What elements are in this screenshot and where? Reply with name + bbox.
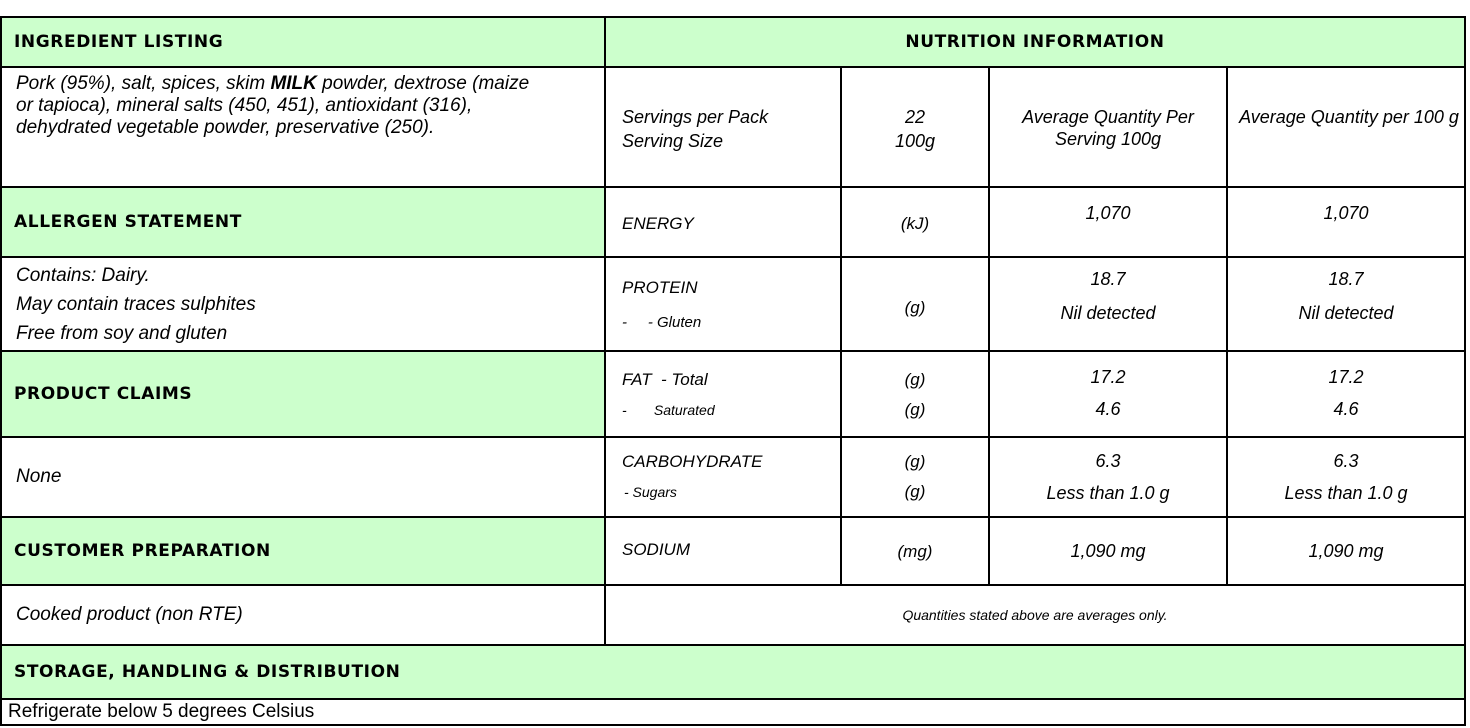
carbohydrate-label: CARBOHYDRATE xyxy=(622,452,763,471)
allergen-statement-title: ALLERGEN STATEMENT xyxy=(14,212,242,232)
protein-unit: (g) xyxy=(904,298,926,317)
carbohydrate-per-serving: 6.3 xyxy=(1095,451,1121,471)
fat-saturated-per-100g: 4.6 xyxy=(1333,399,1359,419)
storage-handling-header: STORAGE, HANDLING & DISTRIBUTION xyxy=(0,644,1466,700)
fat-saturated-unit: (g) xyxy=(904,400,926,419)
serving-size-value: 100g xyxy=(894,131,936,151)
carbohydrate-per-100g: 6.3 xyxy=(1333,451,1359,471)
fat-total-per-serving: 17.2 xyxy=(1090,367,1126,387)
storage-handling-value: Refrigerate below 5 degrees Celsius xyxy=(8,701,315,722)
nutrition-col-per-serving-header: Average Quantity Per Serving 100g xyxy=(988,66,1228,188)
sodium-name-cell: SODIUM xyxy=(604,516,842,586)
energy-unit-cell: (kJ) xyxy=(840,186,990,258)
sodium-per-serving-cell: 1,090 mg xyxy=(988,516,1228,586)
ingredient-listing-text: Pork (95%), salt, spices, skim MILK powd… xyxy=(0,66,606,188)
servings-per-pack-value: 22 xyxy=(904,107,926,127)
nutrition-col-per-100g-header: Average Quantity per 100 g xyxy=(1226,66,1466,188)
protein-per-100g-cell: 18.7 Nil detected xyxy=(1226,256,1466,352)
energy-per-serving: 1,070 xyxy=(1085,203,1131,223)
energy-per-100g-cell: 1,070 xyxy=(1226,186,1466,258)
sugars-label: - Sugars xyxy=(624,484,677,500)
sodium-unit-cell: (mg) xyxy=(840,516,990,586)
fat-unit-cell: (g) (g) xyxy=(840,350,990,438)
fat-per-100g-cell: 17.2 4.6 xyxy=(1226,350,1466,438)
ingredients-text-after: powder, dextrose (maize or tapioca), min… xyxy=(16,73,530,138)
energy-name-cell: ENERGY xyxy=(604,186,842,258)
fat-name-cell: FAT - Total - Saturated xyxy=(604,350,842,438)
carbohydrate-name-cell: CARBOHYDRATE - Sugars xyxy=(604,436,842,518)
allergen-line-contains: Contains: Dairy. xyxy=(16,265,150,286)
allergen-line-may-contain: May contain traces sulphites xyxy=(16,294,256,315)
protein-per-serving: 18.7 xyxy=(1090,269,1126,289)
protein-per-serving-cell: 18.7 Nil detected xyxy=(988,256,1228,352)
protein-name-cell: PROTEIN - - Gluten xyxy=(604,256,842,352)
sodium-per-serving: 1,090 mg xyxy=(1070,541,1146,561)
fat-total-label: FAT - Total xyxy=(622,370,708,389)
nutrition-information-title: NUTRITION INFORMATION xyxy=(905,32,1165,52)
energy-per-serving-cell: 1,070 xyxy=(988,186,1228,258)
nutrition-information-header: NUTRITION INFORMATION xyxy=(604,16,1466,68)
fat-saturated-label: - Saturated xyxy=(622,402,715,418)
col-per-serving-label: Average Quantity Per Serving 100g xyxy=(1022,107,1194,149)
nutrition-servings-value-cell: 22 100g xyxy=(840,66,990,188)
sodium-unit: (mg) xyxy=(897,542,933,561)
gluten-per-serving: Nil detected xyxy=(1060,303,1156,323)
protein-label: PROTEIN xyxy=(622,278,698,297)
ingredients-text-before: Pork (95%), salt, spices, skim xyxy=(16,73,271,94)
nutrition-footnote-cell: Quantities stated above are averages onl… xyxy=(604,584,1466,646)
allergen-line-free-from: Free from soy and gluten xyxy=(16,323,228,344)
storage-handling-title: STORAGE, HANDLING & DISTRIBUTION xyxy=(14,662,401,682)
customer-preparation-text: Cooked product (non RTE) xyxy=(0,584,606,646)
carbohydrate-per-serving-cell: 6.3 Less than 1.0 g xyxy=(988,436,1228,518)
product-claims-header: PRODUCT CLAIMS xyxy=(0,350,606,438)
sugars-per-serving: Less than 1.0 g xyxy=(1046,483,1170,503)
protein-per-100g: 18.7 xyxy=(1328,269,1364,289)
energy-label: ENERGY xyxy=(622,214,694,233)
energy-per-100g: 1,070 xyxy=(1323,203,1369,223)
carbohydrate-per-100g-cell: 6.3 Less than 1.0 g xyxy=(1226,436,1466,518)
product-claims-text: None xyxy=(0,436,606,518)
carbohydrate-unit-cell: (g) (g) xyxy=(840,436,990,518)
allergen-statement-text: Contains: Dairy. May contain traces sulp… xyxy=(0,256,606,352)
serving-size-label: Serving Size xyxy=(622,131,724,151)
fat-total-per-100g: 17.2 xyxy=(1328,367,1364,387)
customer-preparation-title: CUSTOMER PREPARATION xyxy=(14,541,271,561)
customer-preparation-value: Cooked product (non RTE) xyxy=(16,604,243,625)
gluten-label: - - Gluten xyxy=(622,314,702,331)
servings-per-pack-label: Servings per Pack xyxy=(622,107,769,127)
sodium-per-100g: 1,090 mg xyxy=(1308,541,1384,561)
ingredient-listing-title: INGREDIENT LISTING xyxy=(14,32,224,52)
sodium-label: SODIUM xyxy=(622,540,690,559)
col-per-100g-label: Average Quantity per 100 g xyxy=(1239,107,1459,127)
sugars-unit: (g) xyxy=(904,482,926,501)
fat-saturated-per-serving: 4.6 xyxy=(1095,399,1121,419)
energy-unit: (kJ) xyxy=(900,214,930,233)
sodium-per-100g-cell: 1,090 mg xyxy=(1226,516,1466,586)
sugars-per-100g: Less than 1.0 g xyxy=(1284,483,1408,503)
protein-unit-cell: (g) xyxy=(840,256,990,352)
product-claims-value: None xyxy=(16,466,62,487)
ingredient-listing-header: INGREDIENT LISTING xyxy=(0,16,606,68)
allergen-statement-header: ALLERGEN STATEMENT xyxy=(0,186,606,258)
storage-handling-text: Refrigerate below 5 degrees Celsius xyxy=(0,698,1466,726)
fat-total-unit: (g) xyxy=(904,370,926,389)
gluten-per-100g: Nil detected xyxy=(1298,303,1394,323)
nutrition-footnote: Quantities stated above are averages onl… xyxy=(902,607,1168,623)
fat-per-serving-cell: 17.2 4.6 xyxy=(988,350,1228,438)
customer-preparation-header: CUSTOMER PREPARATION xyxy=(0,516,606,586)
nutrition-servings-label-cell: Servings per Pack Serving Size xyxy=(604,66,842,188)
milk-allergen-highlight: MILK xyxy=(270,73,317,94)
carbohydrate-unit: (g) xyxy=(904,452,926,471)
product-claims-title: PRODUCT CLAIMS xyxy=(14,384,193,404)
